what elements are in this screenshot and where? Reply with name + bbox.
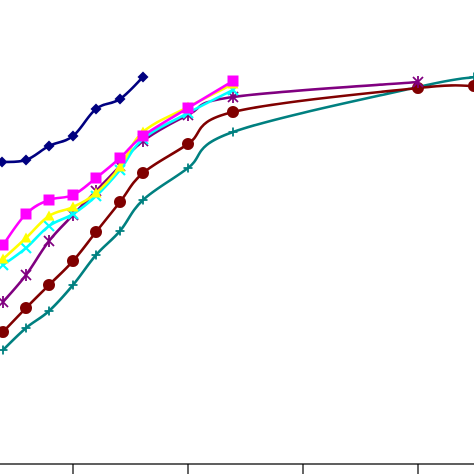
data-point-s2-1	[20, 232, 32, 243]
series-layer	[0, 71, 474, 355]
data-point-s5-5	[114, 196, 126, 208]
series-line-0	[0, 75, 145, 164]
data-point-s5-1	[20, 302, 32, 314]
data-point-s0-0	[0, 156, 8, 168]
series-line-3	[1, 88, 235, 267]
data-point-s5-2	[43, 279, 55, 291]
data-point-s5-3	[67, 255, 79, 267]
data-point-s0-3	[67, 130, 79, 142]
data-point-s5-7	[182, 138, 194, 150]
series-0	[0, 71, 149, 168]
data-point-s6-10	[469, 72, 474, 82]
data-point-s1-3	[67, 189, 79, 201]
data-point-s5-6	[137, 167, 149, 179]
series-3	[0, 84, 239, 271]
data-point-s2-3	[67, 201, 79, 212]
data-point-s6-3	[68, 280, 78, 290]
data-point-s0-5	[114, 93, 126, 105]
data-point-s5-8	[227, 106, 239, 118]
data-point-s6-7	[183, 163, 193, 173]
data-point-s0-6	[137, 71, 149, 83]
data-point-s6-1	[21, 323, 31, 333]
data-point-s0-1	[20, 154, 32, 166]
data-point-s5-4	[90, 226, 102, 238]
data-point-s6-6	[138, 195, 148, 205]
data-point-s4-9	[412, 76, 424, 88]
x-axis	[0, 463, 474, 474]
data-point-s2-0	[0, 253, 9, 264]
data-point-s1-7	[182, 102, 194, 114]
data-point-s6-4	[91, 250, 101, 260]
data-point-s1-6	[137, 130, 149, 142]
data-point-s3-2	[43, 220, 55, 232]
data-point-s1-5	[114, 152, 126, 164]
series-1	[0, 75, 239, 251]
data-point-s5-10	[468, 80, 474, 92]
data-point-s6-5	[115, 226, 125, 236]
series-4	[0, 76, 424, 308]
data-point-s2-2	[43, 210, 55, 221]
data-point-s5-0	[0, 326, 9, 338]
data-point-s0-4	[90, 103, 102, 115]
data-point-s1-2	[43, 194, 55, 206]
data-point-s2-4	[90, 187, 102, 198]
data-point-s1-4	[90, 172, 102, 184]
data-point-s4-2	[43, 235, 55, 247]
data-point-s6-2	[44, 306, 54, 316]
series-6	[0, 72, 474, 355]
data-point-s2-5	[114, 161, 126, 172]
series-line-6	[1, 75, 474, 352]
data-point-s4-0	[0, 296, 9, 308]
data-point-s6-8	[228, 127, 238, 137]
data-point-s3-1	[20, 242, 32, 254]
data-point-s4-1	[20, 269, 32, 281]
data-point-s6-0	[0, 345, 8, 355]
data-point-s1-1	[20, 208, 32, 220]
data-point-s1-8	[227, 75, 239, 87]
data-point-s0-2	[43, 140, 55, 152]
data-point-s1-0	[0, 239, 9, 251]
